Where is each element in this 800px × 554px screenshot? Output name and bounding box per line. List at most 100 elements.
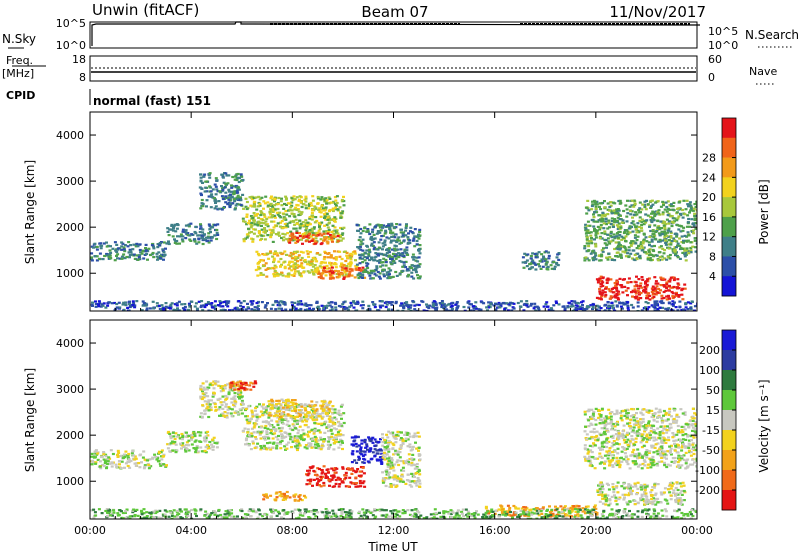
heatmap-cell: [318, 210, 322, 213]
heatmap-cell: [286, 404, 290, 407]
heatmap-cell: [333, 411, 337, 414]
heatmap-cell: [267, 446, 271, 449]
heatmap-cell: [410, 271, 414, 274]
heatmap-cell: [405, 246, 409, 249]
heatmap-cell: [390, 301, 394, 304]
heatmap-cell: [319, 436, 323, 439]
heatmap-cell: [678, 257, 682, 260]
heatmap-cell: [222, 206, 226, 209]
heatmap-cell: [301, 236, 305, 239]
heatmap-cell: [340, 440, 344, 443]
heatmap-cell: [451, 307, 454, 310]
heatmap-cell: [118, 257, 122, 260]
heatmap-cell: [261, 414, 265, 417]
heatmap-cell: [614, 255, 618, 258]
heatmap-cell: [233, 208, 237, 211]
heatmap-cell: [173, 303, 177, 306]
heatmap-cell: [274, 413, 278, 416]
heatmap-cell: [152, 307, 156, 310]
heatmap-cell: [333, 226, 337, 229]
heatmap-cell: [584, 229, 588, 232]
heatmap-cell: [271, 205, 274, 208]
heatmap-cell: [384, 305, 388, 309]
heatmap-cell: [355, 445, 359, 448]
heatmap-cell: [542, 305, 546, 308]
heatmap-cell: [683, 253, 687, 256]
heatmap-cell: [284, 435, 288, 438]
heatmap-cell: [331, 276, 335, 280]
heatmap-cell: [237, 388, 241, 391]
heatmap-cell: [647, 277, 651, 280]
heatmap-cell: [292, 220, 296, 223]
heatmap-cell: [668, 253, 672, 257]
heatmap-cell: [313, 416, 317, 419]
heatmap-cell: [90, 303, 94, 306]
heatmap-cell: [317, 447, 321, 450]
heatmap-cell: [303, 308, 307, 311]
heatmap-cell: [415, 239, 419, 243]
heatmap-cell: [290, 201, 294, 204]
heatmap-cell: [663, 249, 667, 252]
heatmap-cell: [297, 495, 301, 498]
heatmap-cell: [307, 472, 311, 475]
heatmap-cell: [207, 446, 211, 449]
heatmap-cell: [120, 241, 124, 244]
heatmap-cell: [282, 217, 286, 220]
heatmap-cell: [594, 231, 598, 234]
heatmap-cell: [330, 308, 334, 311]
heatmap-cell: [209, 226, 213, 229]
heatmap-cell: [348, 476, 352, 479]
heatmap-cell: [174, 432, 178, 435]
heatmap-cell: [665, 283, 669, 286]
heatmap-cell: [669, 276, 673, 279]
heatmap-cell: [296, 256, 300, 259]
heatmap-cell: [587, 231, 591, 234]
heatmap-cell: [267, 216, 271, 219]
heatmap-cell: [315, 260, 319, 263]
heatmap-cell: [361, 238, 365, 241]
heatmap-cell: [372, 241, 376, 244]
heatmap-cell: [169, 442, 173, 445]
heatmap-cell: [305, 227, 309, 230]
heatmap-cell: [230, 381, 234, 384]
heatmap-cell: [487, 304, 491, 307]
heatmap-cell: [667, 301, 671, 304]
heatmap-cell: [227, 391, 231, 394]
heatmap-cell: [186, 224, 190, 227]
heatmap-cell: [126, 306, 130, 309]
heatmap-cell: [599, 307, 603, 310]
heatmap-cell: [191, 436, 195, 439]
heatmap-cell: [326, 468, 330, 471]
heatmap-cell: [600, 216, 604, 219]
heatmap-cell: [308, 404, 312, 407]
heatmap-cell: [387, 247, 391, 250]
heatmap-cell: [644, 213, 648, 216]
heatmap-cell: [320, 444, 324, 447]
heatmap-cell: [552, 260, 556, 264]
heatmap-cell: [209, 206, 213, 209]
heatmap-cell: [259, 410, 263, 413]
heatmap-cell: [623, 251, 627, 254]
heatmap-cell: [96, 452, 100, 455]
heatmap-cell: [300, 262, 304, 265]
heatmap-cell: [634, 211, 638, 214]
heatmap-cell: [628, 231, 632, 234]
heatmap-cell: [631, 295, 634, 298]
heatmap-cell: [240, 399, 244, 402]
heatmap-cell: [280, 398, 284, 401]
heatmap-cell: [534, 268, 538, 271]
heatmap-cell: [317, 229, 321, 232]
heatmap-cell: [315, 300, 319, 303]
heatmap-cell: [542, 255, 545, 258]
heatmap-cell: [202, 304, 206, 307]
heatmap-cell: [343, 269, 346, 272]
heatmap-cell: [140, 309, 144, 311]
heatmap-cell: [349, 263, 353, 266]
heatmap-cell: [346, 308, 350, 311]
heatmap-cell: [276, 414, 280, 417]
heatmap-cell: [327, 429, 330, 433]
heatmap-cell: [607, 288, 611, 291]
heatmap-cell: [321, 471, 325, 474]
heatmap-cell: [604, 239, 608, 242]
heatmap-cell: [271, 198, 275, 201]
